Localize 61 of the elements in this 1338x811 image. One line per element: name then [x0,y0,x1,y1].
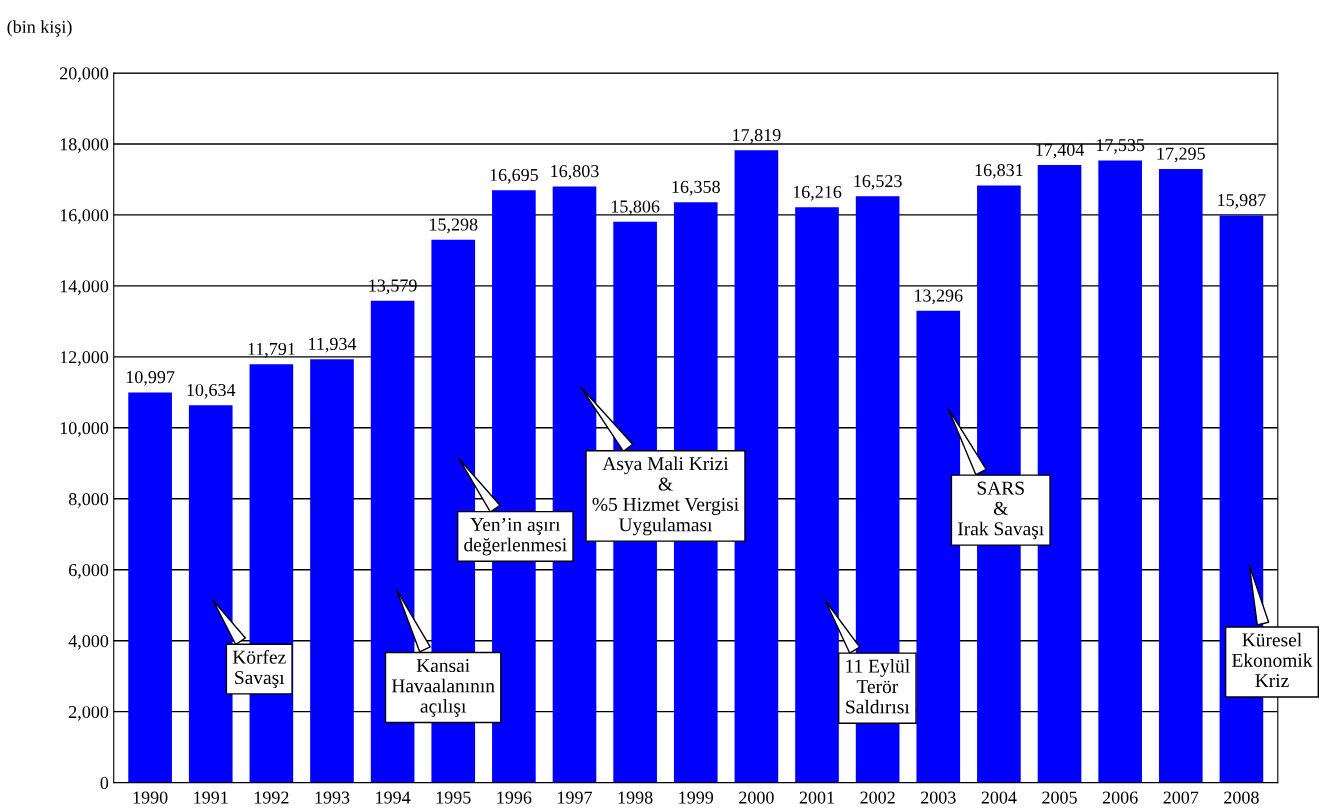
x-tick-label: 1997 [558,791,593,804]
x-tick-label: 1996 [497,791,532,804]
bar [128,392,172,783]
bar [310,359,354,783]
annotation: Yen’in aşırı değerlenmesi [464,517,567,556]
bar [188,405,233,783]
data-label: 10,634 [187,383,236,399]
data-label: 15,987 [1218,193,1266,209]
data-label: 15,298 [430,218,478,234]
data-label: 11,791 [248,342,295,358]
data-label: 11,934 [309,337,357,353]
x-tick-label: 2006 [1102,791,1138,804]
x-tick-label: 2005 [1042,791,1077,804]
data-label: 16,216 [793,185,842,201]
bar [1158,168,1203,783]
x-tick-label: 1998 [618,791,653,804]
x-tick-label: 2008 [1224,791,1259,804]
data-label: 10,997 [126,371,175,386]
y-axis-title: (bin kişi) [7,20,72,37]
x-tick-label: 2002 [860,791,895,804]
annotation: SARS & Irak Savaşı [957,481,1044,540]
x-tick-label: 1995 [436,791,471,804]
y-tick-label: 0 [100,776,109,790]
y-tick-label: 20,000 [60,67,109,83]
x-tick-label: 2003 [921,791,956,804]
data-label: 17,819 [733,128,781,144]
x-tick-label: 2007 [1163,791,1199,804]
data-label: 15,806 [611,200,660,216]
y-tick-label: 18,000 [60,138,109,153]
x-tick-label: 1990 [133,791,168,804]
y-tick-label: 10,000 [60,422,109,437]
x-tick-label: 1993 [315,791,350,804]
x-tick-label: 1994 [376,791,411,804]
data-label: 17,295 [1157,147,1205,163]
bar [1098,160,1142,783]
y-tick-label: 6,000 [69,563,109,579]
data-label: 16,523 [854,175,902,190]
y-tick-label: 14,000 [60,280,109,295]
annotation: Körfez Savaşı [232,649,286,689]
data-label: 16,358 [672,180,720,196]
y-tick-label: 12,000 [60,351,109,366]
y-tick-label: 4,000 [68,634,109,650]
data-label: 17,404 [1036,143,1085,159]
y-tick-label: 2,000 [69,705,109,721]
annotation: 11 Eylül Terör Saldırısı [846,659,910,714]
x-tick-label: 1991 [194,791,228,804]
data-label: 16,831 [975,164,1023,179]
data-label: 16,803 [551,165,599,180]
annotation: Asya Mali Krizi & %5 Hizmet Vergisi Uygulaması [592,456,739,536]
x-tick-label: 1999 [679,791,714,804]
annotation: Kansai Havaalanının açılışı [391,658,495,717]
bar [795,207,839,783]
x-tick-label: 2000 [739,791,774,804]
data-label: 16,695 [490,168,538,184]
data-label: 13,296 [915,289,963,305]
annotation: Küresel Ekonomik Kriz [1232,632,1313,687]
y-tick-label: 16,000 [60,209,109,224]
x-tick-label: 2001 [799,791,834,804]
y-tick-label: 8,000 [68,493,109,508]
x-tick-label: 1992 [254,791,289,804]
x-tick-label: 2004 [981,791,1017,804]
